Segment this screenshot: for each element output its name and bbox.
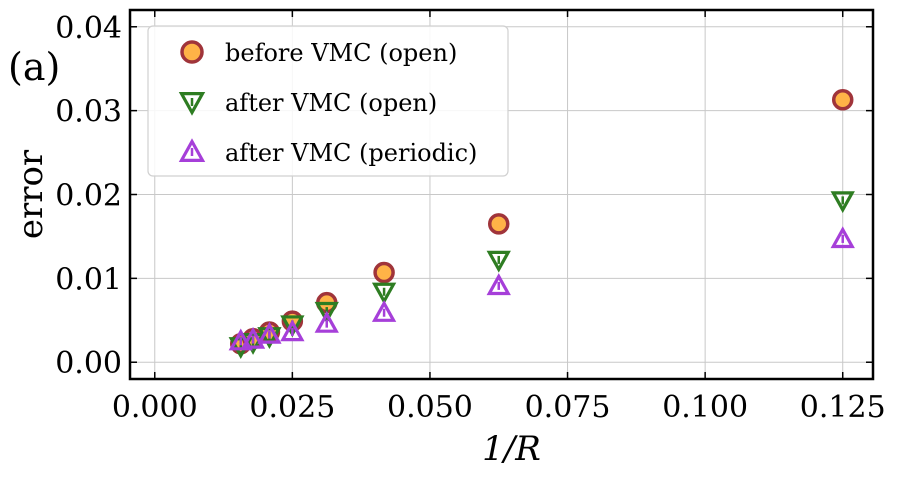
legend-label: after VMC (periodic): [225, 139, 477, 167]
x-tick-label: 0.025: [249, 390, 335, 425]
plot-frame: [128, 8, 875, 381]
x-tick-label: 0.100: [662, 390, 748, 425]
x-tick-label: 0.125: [800, 390, 886, 425]
x-axis-label: 1/R: [482, 429, 541, 469]
data-point: [371, 282, 397, 305]
data-point: [314, 310, 339, 333]
data-point: [487, 213, 510, 235]
legend-marker: [180, 40, 204, 64]
y-tick-label: 0.04: [55, 11, 122, 46]
x-tick-label: 0.075: [525, 390, 611, 425]
data-point: [830, 191, 855, 214]
legend: before VMC (open) after VMC (open) after V…: [147, 25, 509, 177]
legend-label: after VMC (open): [225, 89, 437, 117]
y-tick-label: 0.00: [55, 346, 122, 381]
x-tick-label: 0.050: [387, 390, 473, 425]
data-point: [830, 226, 855, 249]
y-tick-label: 0.01: [55, 262, 122, 297]
series-3: [228, 226, 855, 351]
data-point: [831, 88, 854, 111]
data-point: [486, 250, 511, 273]
panel-label: (a): [8, 45, 60, 89]
data-point: [257, 321, 282, 344]
y-ticks: 0.00 0.01 0.02 0.03 0.04: [55, 11, 873, 381]
data-points: [228, 88, 855, 360]
legend-label: before VMC (open): [225, 39, 457, 67]
data-point: [280, 319, 305, 342]
legend-marker: [178, 91, 206, 116]
legend-marker: [178, 138, 206, 162]
data-point: [240, 326, 266, 349]
y-tick-label: 0.03: [55, 95, 122, 130]
data-point: [373, 261, 395, 284]
data-point: [486, 273, 511, 296]
legend-box: [147, 25, 509, 177]
x-ticks: 0.000 0.025 0.050 0.075 0.100 0.125: [112, 10, 886, 425]
data-point: [228, 328, 253, 351]
data-point: [371, 300, 397, 322]
y-tick-label: 0.02: [55, 179, 122, 214]
x-tick-label: 0.000: [112, 390, 198, 425]
y-axis-label: error: [11, 149, 51, 239]
